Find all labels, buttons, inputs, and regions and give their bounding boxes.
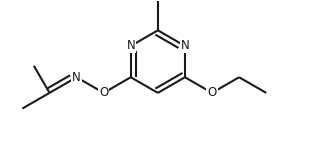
Text: N: N xyxy=(126,40,135,52)
Text: N: N xyxy=(181,40,189,52)
Text: O: O xyxy=(99,86,108,99)
Text: O: O xyxy=(207,86,217,99)
Text: N: N xyxy=(72,71,81,84)
